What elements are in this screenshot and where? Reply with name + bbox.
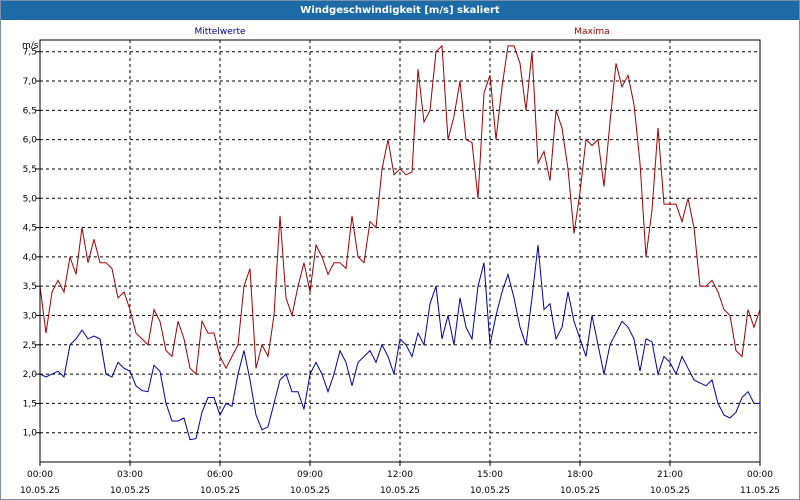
y-tick-label: 2,5 [23,341,37,351]
y-tick-label: 5,0 [23,194,38,204]
grid-lines [40,40,760,462]
x-tick-date: 10.05.25 [470,486,510,496]
x-tick-date: 10.05.25 [380,486,420,496]
x-tick-date: 10.05.25 [650,486,690,496]
y-tick-label: 1,0 [23,429,38,439]
y-tick-label: 3,0 [23,311,38,321]
x-tick-time: 00:00 [747,470,773,480]
y-tick-label: 7,5 [23,48,37,58]
x-tick-time: 06:00 [207,470,233,480]
x-tick-time: 18:00 [567,470,593,480]
x-tick-date: 10.05.25 [290,486,330,496]
x-tick-date: 10.05.25 [20,486,60,496]
series-label-mittelwerte: Mittelwerte [194,27,245,37]
x-tick-date: 10.05.25 [560,486,600,496]
y-tick-label: 6,5 [23,106,37,116]
series-label-maxima: Maxima [574,27,609,37]
x-tick-time: 00:00 [27,470,53,480]
y-tick-label: 2,0 [23,370,38,380]
series-labels: Mittelwerte Maxima [194,27,609,37]
series-line-maxima [39,44,761,376]
plot-frame [39,39,761,463]
x-tick-time: 03:00 [117,470,143,480]
x-tick-date: 10.05.25 [110,486,150,496]
x-tick-time: 09:00 [297,470,323,480]
y-axis-label: m/s [22,41,39,51]
y-axis-ticks: 1,0 1,5 2,0 2,5 3,0 3,5 4,0 4,5 5,0 5,5 6,0 6,5 7,0 7… [23,48,40,439]
y-tick-label: 3,5 [23,282,37,292]
series-lines [39,44,761,441]
x-tick-time: 15:00 [477,470,503,480]
y-tick-label: 5,5 [23,165,37,175]
x-tick-time: 21:00 [657,470,683,480]
x-tick-date: 11.05.25 [740,486,780,496]
window-title: Windgeschwindigkeit [m/s] skaliert [1,1,799,20]
x-tick-time: 12:00 [387,470,413,480]
y-tick-label: 4,5 [23,224,37,234]
series-line-mittelwerte [39,245,760,441]
y-tick-label: 1,5 [23,399,37,409]
y-tick-label: 4,0 [23,253,38,263]
x-axis-ticks: 00:00 10.05.25 03:00 10.05.25 06:00 10.05.25 0… [20,462,780,496]
y-tick-label: 7,0 [23,77,38,87]
y-tick-label: 6,0 [23,136,38,146]
x-tick-date: 10.05.25 [200,486,240,496]
